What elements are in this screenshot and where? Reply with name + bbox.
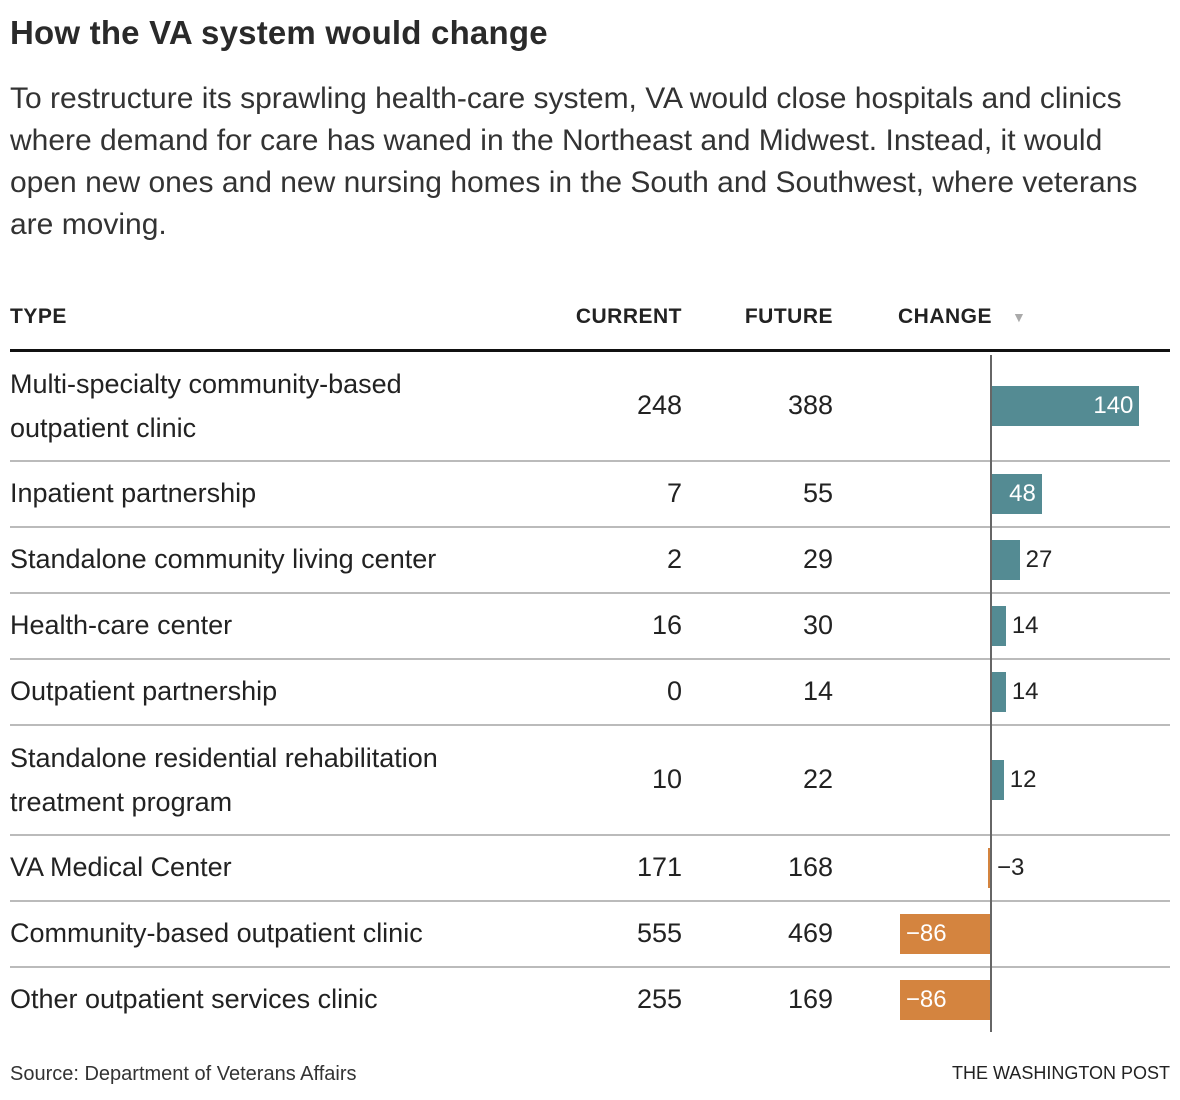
cell-future: 168 <box>787 852 833 882</box>
table-row: Community-based outpatient clinic 555 469 −… <box>10 902 1170 968</box>
cell-future: 169 <box>787 984 833 1014</box>
change-bar <box>899 914 991 954</box>
cell-current: 171 <box>636 852 682 882</box>
cell-current: 248 <box>636 390 682 420</box>
table-row: Other outpatient services clinic 255 169 −8… <box>10 968 1170 1032</box>
cell-type: Standalone residential rehabilitation tr… <box>10 743 438 817</box>
table-row: Standalone community living center 2 29 27 <box>10 528 1170 594</box>
table-row: Inpatient partnership 7 55 48 <box>10 462 1170 528</box>
change-bar <box>991 540 1020 580</box>
change-bar <box>987 848 991 888</box>
header-change[interactable]: CHANGE <box>898 305 993 328</box>
cell-current: 255 <box>636 984 682 1014</box>
zero-axis-line <box>990 355 992 1032</box>
header-future[interactable]: FUTURE <box>744 305 833 328</box>
cell-type: Other outpatient services clinic <box>10 984 378 1014</box>
header-divider <box>10 349 1170 352</box>
header-type[interactable]: TYPE <box>10 305 67 328</box>
cell-current: 16 <box>651 610 682 640</box>
cell-type: Community-based outpatient clinic <box>10 918 423 948</box>
cell-type: Multi-specialty community-based outpatie… <box>10 369 402 443</box>
sort-descending-icon[interactable]: ▼ <box>1012 309 1026 325</box>
change-bar <box>991 760 1004 800</box>
change-bar <box>991 474 1042 514</box>
change-label: −86 <box>905 986 947 1013</box>
cell-future: 55 <box>802 478 833 508</box>
cell-type: Outpatient partnership <box>10 676 278 706</box>
table-row: Multi-specialty community-based outpatie… <box>10 352 1170 462</box>
cell-current: 10 <box>651 764 682 794</box>
cell-current: 7 <box>666 478 682 508</box>
source-note: Source: Department of Veterans Affairs <box>10 1063 357 1085</box>
change-bar <box>991 386 1140 426</box>
change-label: 27 <box>1025 546 1053 573</box>
change-label: 140 <box>1093 392 1134 419</box>
table-row: Outpatient partnership 0 14 14 <box>10 660 1170 726</box>
cell-future: 388 <box>787 390 833 420</box>
change-bar <box>991 606 1006 646</box>
change-label: −86 <box>905 920 947 947</box>
change-label: 48 <box>1009 480 1036 507</box>
cell-current: 555 <box>636 918 682 948</box>
chart-title: How the VA system would change <box>10 14 548 51</box>
credit: THE WASHINGTON POST <box>951 1063 1170 1083</box>
change-label: 14 <box>1011 678 1039 705</box>
chart-subtitle: To restructure its sprawling health-care… <box>10 82 1138 241</box>
cell-type: VA Medical Center <box>10 852 232 882</box>
cell-future: 469 <box>787 918 833 948</box>
cell-type: Health-care center <box>10 610 233 640</box>
table-row: Health-care center 16 30 14 <box>10 594 1170 660</box>
change-bar <box>991 672 1006 712</box>
table-row: VA Medical Center 171 168 −3 <box>10 836 1170 902</box>
change-label: −3 <box>997 854 1025 881</box>
cell-future: 14 <box>802 676 833 706</box>
change-bar <box>899 980 991 1020</box>
cell-type: Inpatient partnership <box>10 478 257 508</box>
cell-future: 22 <box>802 764 833 794</box>
table-row: Standalone residential rehabilitation tr… <box>10 726 1170 836</box>
cell-future: 30 <box>802 610 833 640</box>
header-current[interactable]: CURRENT <box>575 305 682 328</box>
cell-future: 29 <box>802 544 833 574</box>
cell-type: Standalone community living center <box>10 544 437 574</box>
cell-current: 2 <box>666 544 682 574</box>
cell-current: 0 <box>666 676 682 706</box>
change-label: 14 <box>1011 612 1039 639</box>
change-label: 12 <box>1009 766 1037 793</box>
